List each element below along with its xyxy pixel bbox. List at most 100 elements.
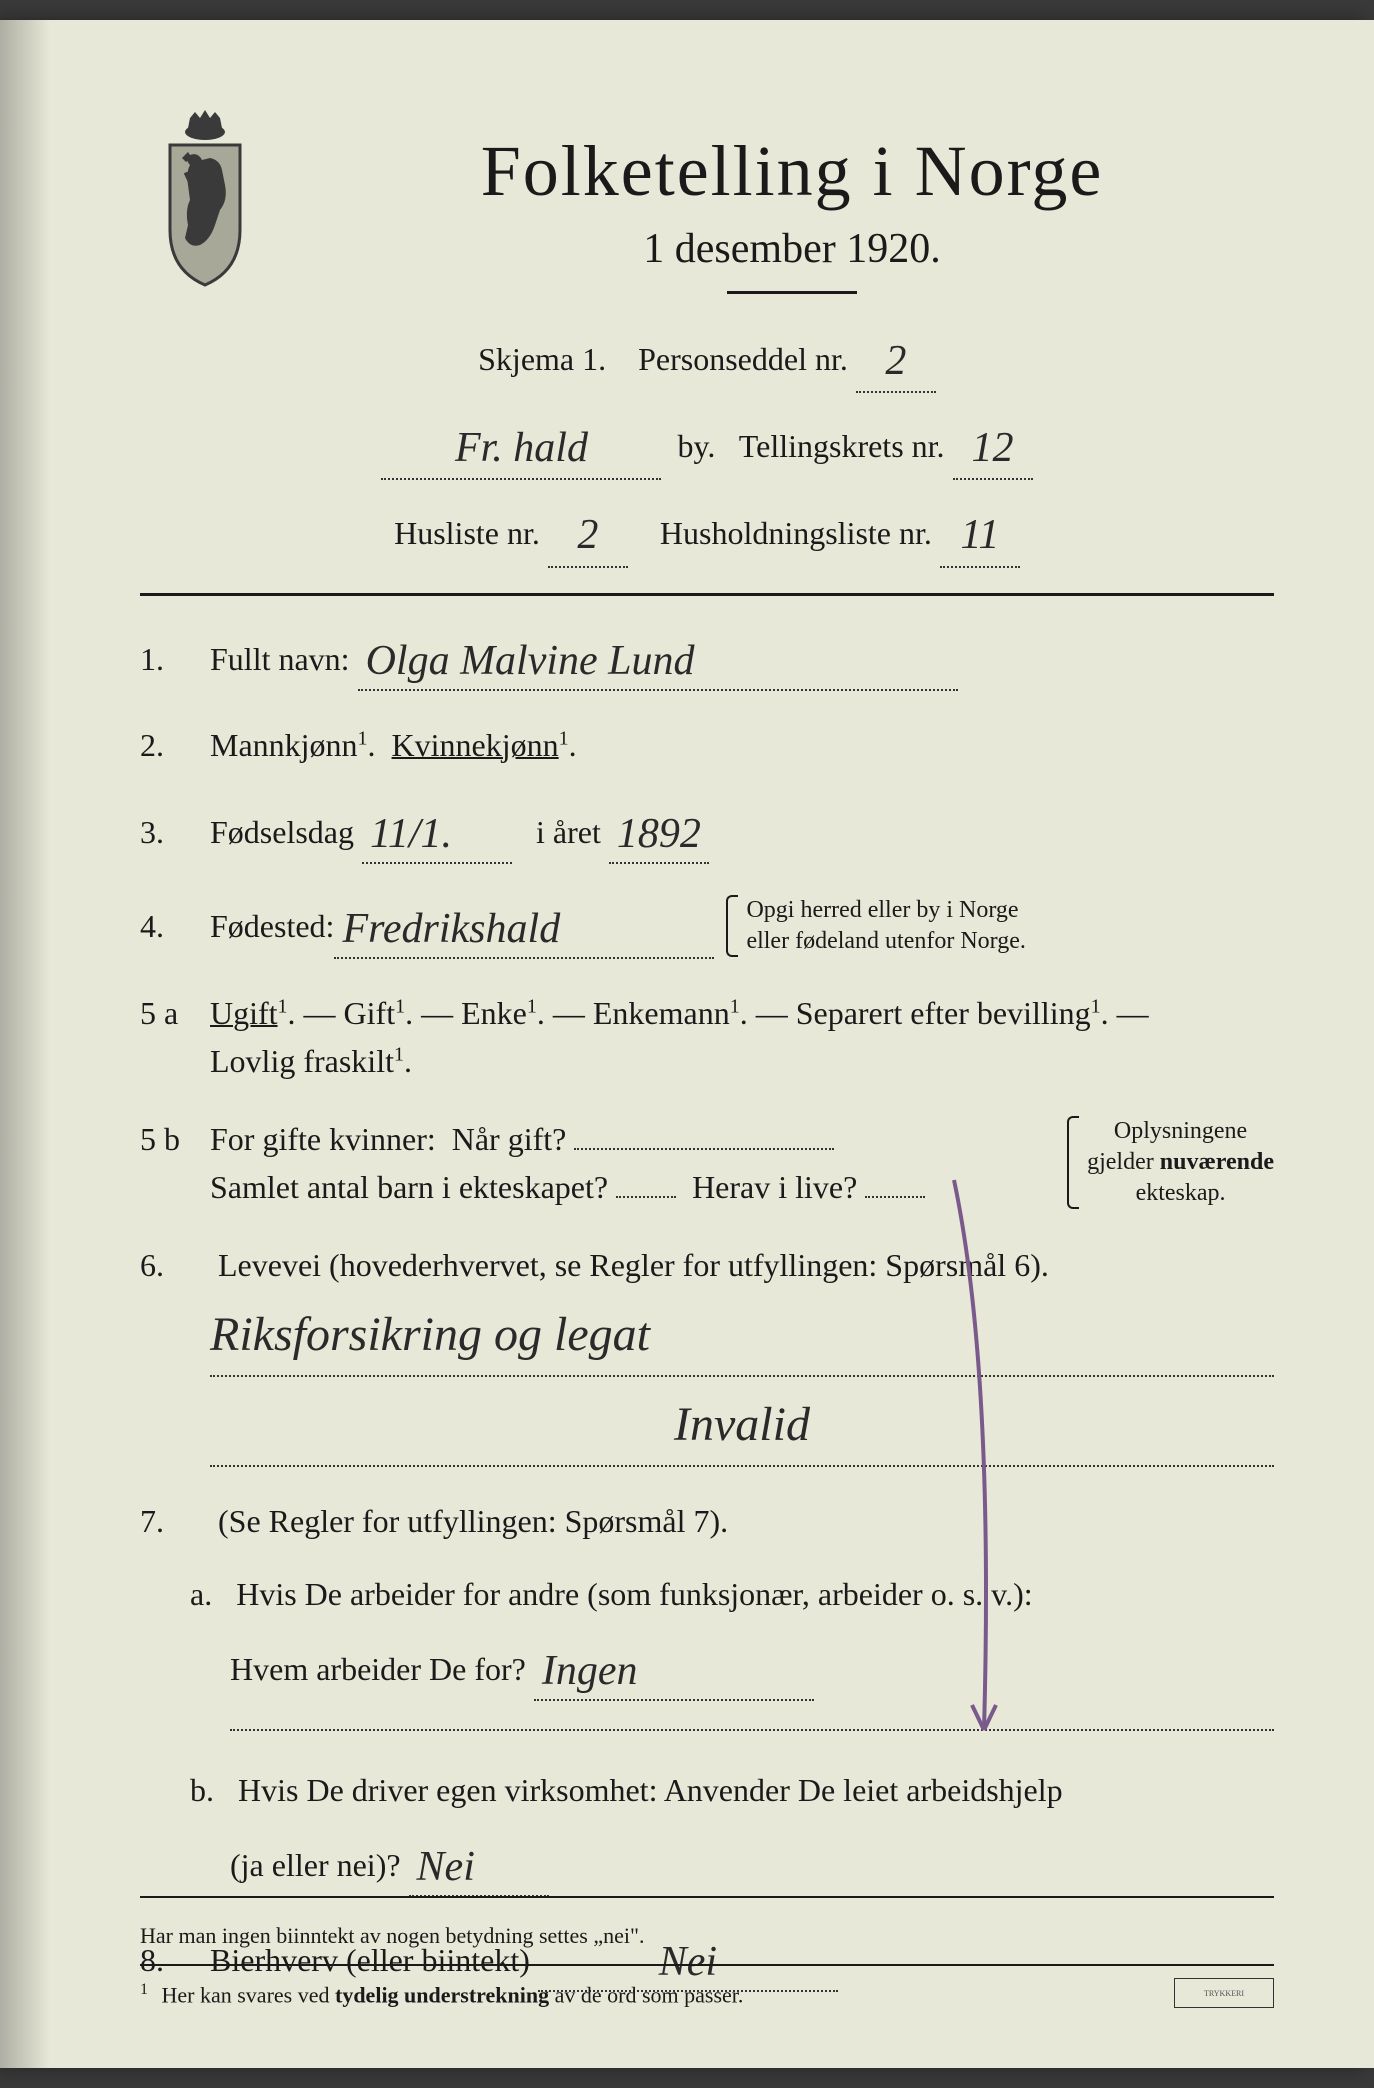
q5b-barn: Samlet antal barn i ekteskapet? [210,1169,608,1205]
q5b-row: 5 b For gifte kvinner: Når gift? Samlet … [140,1115,1274,1211]
q2-body: Mannkjønn1. Kvinnekjønn1. [210,721,1274,769]
q7-row: 7. (Se Regler for utfyllingen: Spørsmål … [140,1497,1274,1897]
q5b-label: For gifte kvinner: [210,1121,436,1157]
q3-year-field: 1892 [609,799,709,864]
q5b-body: For gifte kvinner: Når gift? Samlet anta… [210,1115,1274,1211]
main-title: Folketelling i Norge [310,130,1274,213]
footnote-2-sup: 1 [140,1981,148,1998]
tellingskrets-field: 12 [953,411,1033,480]
q5b-note-l2: gjelder [1087,1149,1154,1175]
q3-year: 1892 [617,811,701,857]
city-value: Fr. hald [455,425,588,471]
q1-field: Olga Malvine Lund [358,626,958,691]
q5a-num: 5 a [140,989,210,1037]
q5a-body: Ugift1. — Gift1. — Enke1. — Enkemann1. —… [210,989,1274,1085]
footer-rule-1 [140,1896,1274,1898]
q5b-nargift-field [574,1148,834,1150]
q7a-qline: Hvem arbeider De for? Ingen [230,1636,814,1701]
husholdning-label: Husholdningsliste nr. [660,515,932,551]
q2-kvinne: Kvinnekjønn [392,727,559,763]
footnote-2: 1 Her kan svares ved tydelig understrekn… [140,1981,1274,2008]
census-form-page: Folketelling i Norge 1 desember 1920. Sk… [0,20,1374,2068]
q2-num: 2. [140,721,210,769]
q5a-fraskilt: Lovlig fraskilt [210,1043,394,1079]
q6-label: Levevei (hovederhvervet, se Regler for u… [218,1247,1049,1283]
q6-value-l2: Invalid [210,1389,1274,1467]
q3-day: 11/1. [370,811,452,857]
q5b-text: For gifte kvinner: Når gift? Samlet anta… [210,1115,1055,1211]
q7b-text: Hvis De driver egen virksomhet: Anvender… [238,1772,1063,1808]
q7a-field: Ingen [534,1636,814,1701]
subtitle: 1 desember 1920. [310,225,1274,273]
q1-value: Olga Malvine Lund [366,638,695,684]
footnote-1: Har man ingen biinntekt av nogen betydni… [140,1923,1274,1949]
meta-line-1: Skjema 1. Personseddel nr. 2 [140,324,1274,393]
q2-row: 2. Mannkjønn1. Kvinnekjønn1. [140,721,1274,769]
footnote-2-bold: tydelig understrekning [335,1982,549,2007]
q5a-separert: Separert efter bevilling [796,995,1091,1031]
q4-label: Fødested: [210,902,334,950]
q7a-q: Hvem arbeider De for? [230,1651,526,1687]
q5b-note: Oplysningene gjelder nuværende ekteskap. [1067,1116,1274,1210]
q2-sup2: 1 [559,727,569,749]
q2-sup1: 1 [358,727,368,749]
skjema-label: Skjema 1. [478,341,606,377]
q5b-note-bold: nuværende [1160,1149,1274,1175]
tellingskrets-value: 12 [972,425,1014,471]
q5a-enke: Enke [461,995,527,1031]
title-block: Folketelling i Norge 1 desember 1920. [310,110,1274,294]
q3-row: 3. Fødselsdag 11/1. i året 1892 [140,799,1274,864]
q7b-label: b. [190,1772,214,1808]
husliste-label: Husliste nr. [394,515,540,551]
q4-body: Fødested: Fredrikshald Opgi herred eller… [210,894,1274,959]
meta-section: Skjema 1. Personseddel nr. 2 Fr. hald by… [140,324,1274,568]
q5b-num: 5 b [140,1115,210,1163]
q4-note-l1: Opgi herred eller by i Norge [746,897,1018,923]
q5b-note-l3: ekteskap. [1136,1180,1226,1206]
q5a-gift: Gift [344,995,396,1031]
q4-note-l2: eller fødeland utenfor Norge. [746,928,1025,954]
q5a-ugift: Ugift [210,995,278,1031]
q6-answer-block: Riksforsikring og legat Invalid [140,1299,1274,1467]
meta-line-2: Fr. hald by. Tellingskrets nr. 12 [140,411,1274,480]
q2-mann: Mannkjønn [210,727,358,763]
personseddel-field: 2 [856,324,936,393]
q5b-barn-field [616,1196,676,1198]
q5a-row: 5 a Ugift1. — Gift1. — Enke1. — Enkemann… [140,989,1274,1085]
husholdning-field: 11 [940,498,1020,567]
q6-row: 6. Levevei (hovederhvervet, se Regler fo… [140,1241,1274,1467]
q5b-nargift: Når gift? [452,1121,567,1157]
q3-num: 3. [140,808,210,856]
q7a-value: Ingen [542,1648,638,1694]
tellingskrets-label: Tellingskrets nr. [739,428,945,464]
q3-label: Fødselsdag [210,814,354,850]
footer: Har man ingen biinntekt av nogen betydni… [140,1871,1274,2008]
q7a-blank-line [230,1729,1274,1731]
q5b-note-l1: Oplysningene [1114,1118,1247,1144]
title-rule [727,291,857,294]
husholdning-value: 11 [960,512,999,558]
footnote-2-b: av de ord som passer. [555,1982,744,2007]
q7-num: 7. [140,1497,210,1545]
q4-note: Opgi herred eller by i Norge eller fødel… [726,895,1025,957]
by-label: by. [677,428,715,464]
q6-num: 6. [140,1241,210,1289]
q5a-enkemann: Enkemann [593,995,730,1031]
city-field: Fr. hald [381,411,661,480]
q1-label: Fullt navn: [210,641,350,677]
q3-year-label: i året [536,814,601,850]
q7a-block: a. Hvis De arbeider for andre (som funks… [140,1570,1274,1731]
q1-row: 1. Fullt navn: Olga Malvine Lund [140,626,1274,691]
q5b-herav-field [865,1196,925,1198]
separator-1 [140,593,1274,596]
q4-num: 4. [140,902,210,950]
header: Folketelling i Norge 1 desember 1920. [140,110,1274,294]
printer-mark: TRYKKERI [1174,1978,1274,2008]
q4-value: Fredrikshald [342,906,560,952]
coat-of-arms-icon [140,110,270,290]
q7a-text: Hvis De arbeider for andre (som funksjon… [236,1576,1032,1612]
q7a-label: a. [190,1576,212,1612]
footnote-2-a: Her kan svares ved [162,1982,330,2007]
q3-day-field: 11/1. [362,799,512,864]
footer-rule-2 [140,1964,1274,1966]
